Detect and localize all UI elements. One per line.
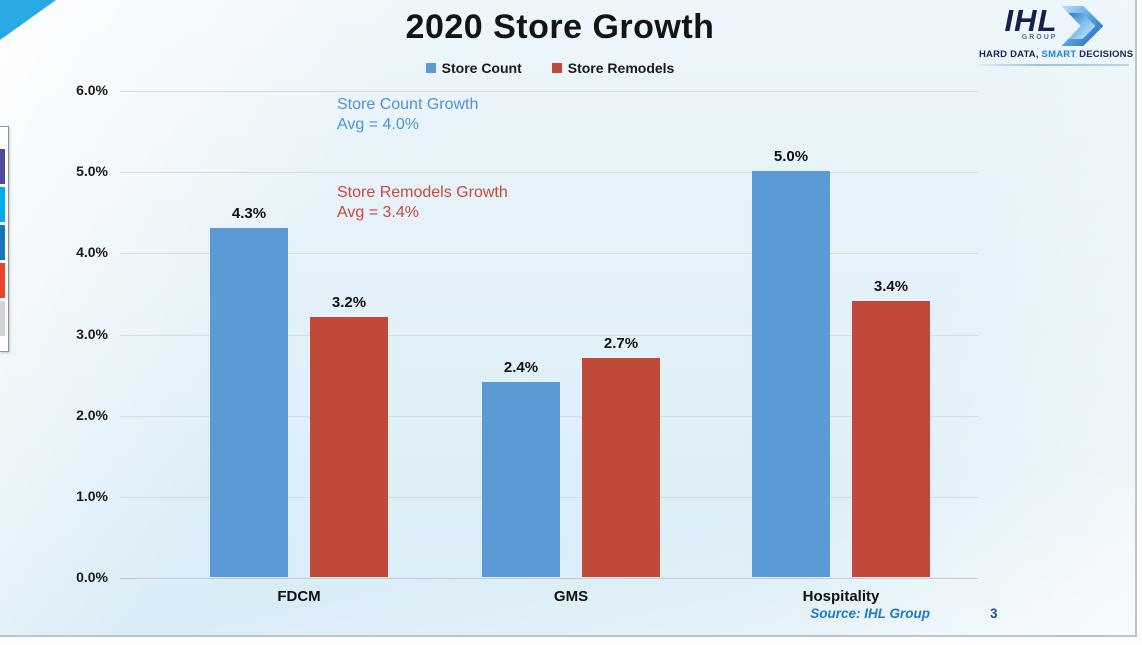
palette-swatch[interactable] (0, 225, 5, 260)
avg-annotation-store-count: Store Count Growth Avg = 4.0% (337, 96, 479, 133)
chart-legend: Store Count Store Remodels (0, 60, 1100, 76)
logo-rule (979, 64, 1129, 66)
bar-fdcm-store-count (210, 228, 288, 577)
palette-swatch[interactable] (0, 263, 5, 298)
y-axis-tick-label: 4.0% (76, 244, 108, 260)
page-number: 3 (990, 606, 998, 621)
ihl-logo: IHL GROUP HARD DATA, SMART DECISIONS (979, 3, 1134, 66)
plot-area: 0.0% 1.0% 2.0% 3.0% 4.0% 5.0% 6.0% 4.3% 3.2% FDCM… (76, 82, 978, 605)
legend-item-store-count: Store Count (425, 60, 522, 76)
avg-annotation-store-remodels: Store Remodels Growth Avg = 3.4% (337, 184, 508, 221)
y-axis-tick-label: 2.0% (76, 407, 108, 423)
y-axis-tick-label: 1.0% (76, 488, 108, 504)
bar-value-label: 3.2% (331, 294, 367, 311)
palette-swatch[interactable] (0, 149, 5, 184)
bar-hospitality-store-count (752, 171, 830, 577)
chart-title: 2020 Store Growth (405, 8, 715, 46)
bar-value-label: 4.3% (231, 205, 267, 222)
bar-value-label: 2.7% (603, 335, 639, 352)
gridline-4.0% (120, 253, 978, 254)
legend-swatch-icon (551, 63, 562, 73)
category-label-gms: GMS (553, 588, 589, 605)
palette-swatch[interactable] (0, 187, 5, 222)
legend-swatch-icon (425, 63, 436, 73)
legend-label: Store Count (441, 60, 522, 76)
gridline-0.0% (120, 578, 978, 579)
category-label-fdcm: FDCM (277, 588, 321, 605)
y-axis-tick-label: 0.0% (76, 569, 108, 585)
logo-group-label: GROUP (1021, 34, 1058, 42)
y-axis-tick-label: 5.0% (76, 163, 108, 179)
y-axis-tick-label: 3.0% (76, 326, 108, 342)
bar-value-label: 3.4% (873, 278, 909, 295)
legend-item-store-remodels: Store Remodels (551, 60, 675, 76)
gridline-3.0% (120, 335, 978, 336)
source-credit: Source: IHL Group (810, 606, 930, 621)
color-palette-panel[interactable] (0, 126, 9, 352)
category-label-hospitality: Hospitality (802, 588, 880, 605)
legend-label: Store Remodels (567, 60, 675, 76)
bar-gms-store-remodels (582, 358, 660, 577)
bar-gms-store-count (482, 382, 560, 577)
bar-fdcm-store-remodels (310, 317, 388, 577)
palette-swatch[interactable] (0, 301, 5, 336)
bar-value-label: 2.4% (503, 359, 539, 376)
y-axis-tick-label: 6.0% (76, 82, 108, 98)
logo-tagline: HARD DATA, SMART DECISIONS (979, 49, 1134, 60)
logo-wordmark: IHL (1004, 3, 1058, 38)
corner-accent-triangle (0, 0, 56, 40)
bar-value-label: 5.0% (773, 148, 809, 165)
logo-chevron-icon (1061, 6, 1104, 46)
gridline-5.0% (120, 172, 978, 173)
bar-hospitality-store-remodels (852, 301, 930, 577)
gridline-6.0% (120, 91, 978, 92)
